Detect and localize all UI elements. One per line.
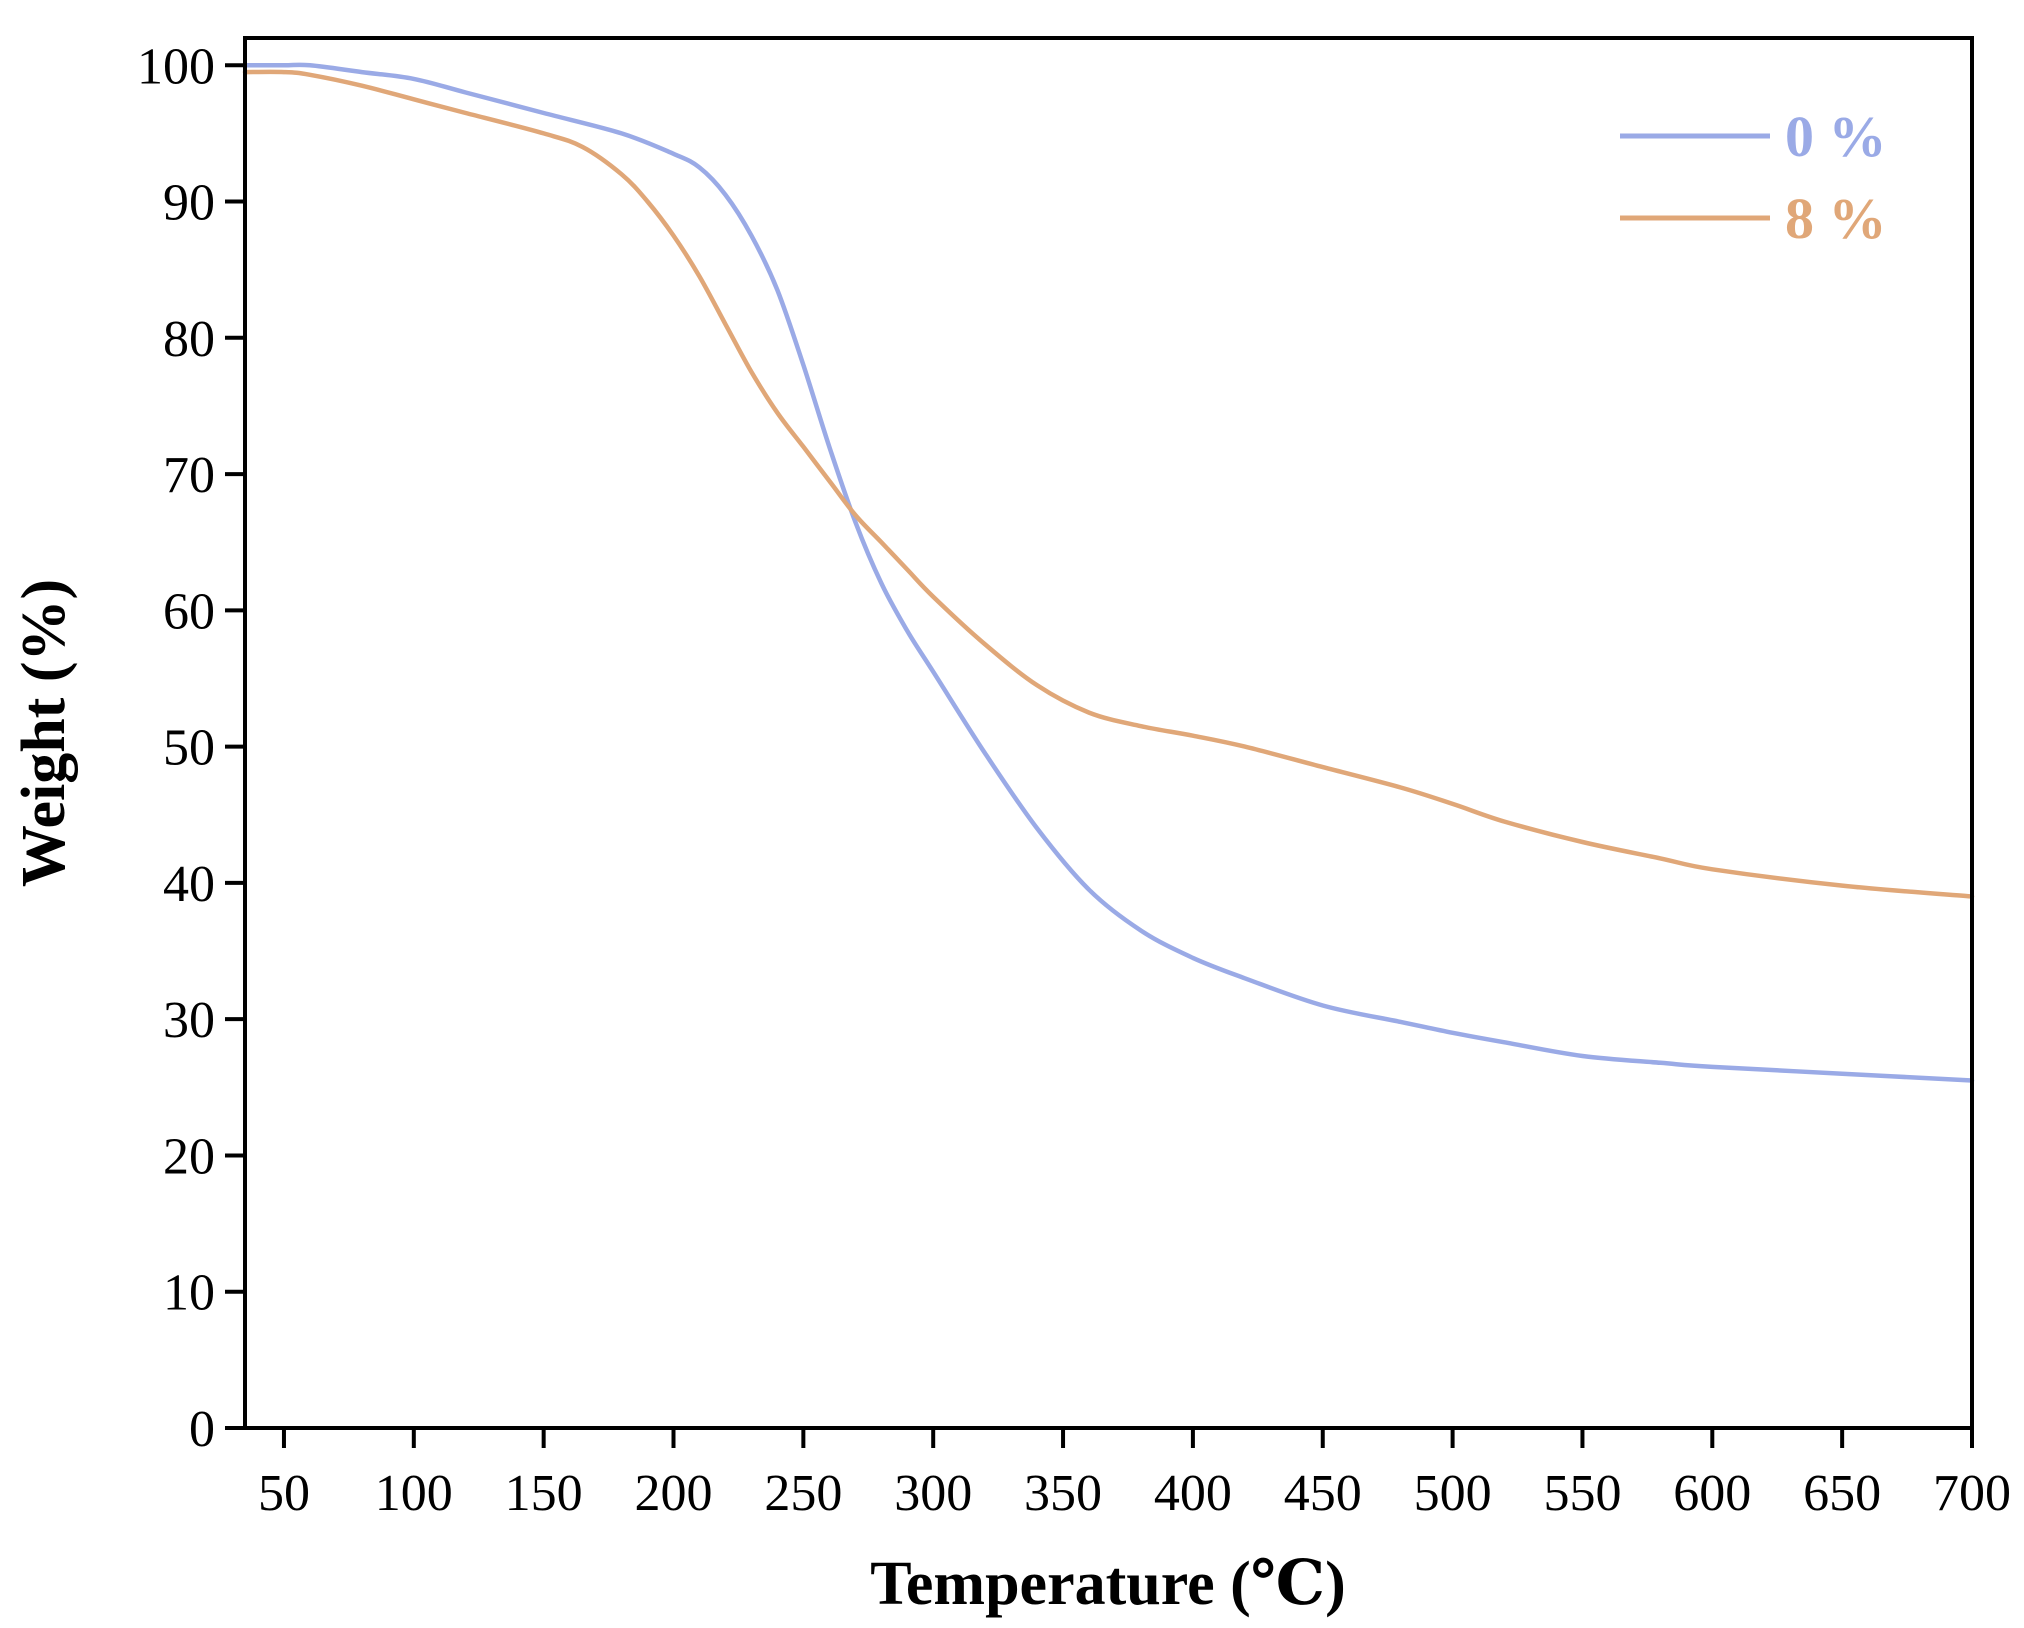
x-tick-label: 200: [635, 1465, 713, 1522]
x-tick-label: 700: [1933, 1465, 2011, 1522]
x-tick-label: 350: [1024, 1465, 1102, 1522]
y-tick-label: 50: [163, 720, 215, 777]
y-axis-title: Weight (%): [10, 579, 78, 887]
y-tick-label: 100: [137, 38, 215, 95]
series-layer: [242, 62, 1975, 1083]
x-tick-label: 450: [1284, 1465, 1362, 1522]
x-tick-label: 150: [505, 1465, 583, 1522]
y-tick-label: 20: [163, 1128, 215, 1185]
x-axis-ticks: 50 100 150 200 250 300 350 400 450 500 550 600 650 70…: [258, 1428, 2011, 1522]
series-line-eight-percent: [242, 69, 1975, 899]
x-tick-label: 300: [894, 1465, 972, 1522]
y-tick-label: 70: [163, 447, 215, 504]
legend-label: 8 %: [1785, 186, 1887, 251]
y-tick-label: 60: [163, 583, 215, 640]
x-axis-title: Temperature (℃): [870, 1550, 1345, 1618]
y-tick-label: 90: [163, 175, 215, 232]
y-axis-ticks: 0 10 20 30 40 50 60 70 80 90 100: [137, 38, 245, 1458]
x-tick-label: 500: [1414, 1465, 1492, 1522]
legend-label: 0 %: [1785, 104, 1887, 169]
series-line-zero-percent: [242, 62, 1975, 1083]
legend: 0 %8 %: [1620, 104, 1887, 251]
y-tick-label: 30: [163, 992, 215, 1049]
y-tick-label: 10: [163, 1265, 215, 1322]
x-tick-label: 600: [1673, 1465, 1751, 1522]
y-tick-label: 80: [163, 311, 215, 368]
x-tick-label: 250: [764, 1465, 842, 1522]
x-tick-label: 550: [1543, 1465, 1621, 1522]
x-tick-label: 100: [375, 1465, 453, 1522]
x-tick-label: 400: [1154, 1465, 1232, 1522]
x-tick-label: 650: [1803, 1465, 1881, 1522]
y-tick-label: 40: [163, 856, 215, 913]
x-tick-label: 50: [258, 1465, 310, 1522]
y-tick-label: 0: [189, 1401, 215, 1458]
plot-frame: [243, 36, 1974, 1430]
